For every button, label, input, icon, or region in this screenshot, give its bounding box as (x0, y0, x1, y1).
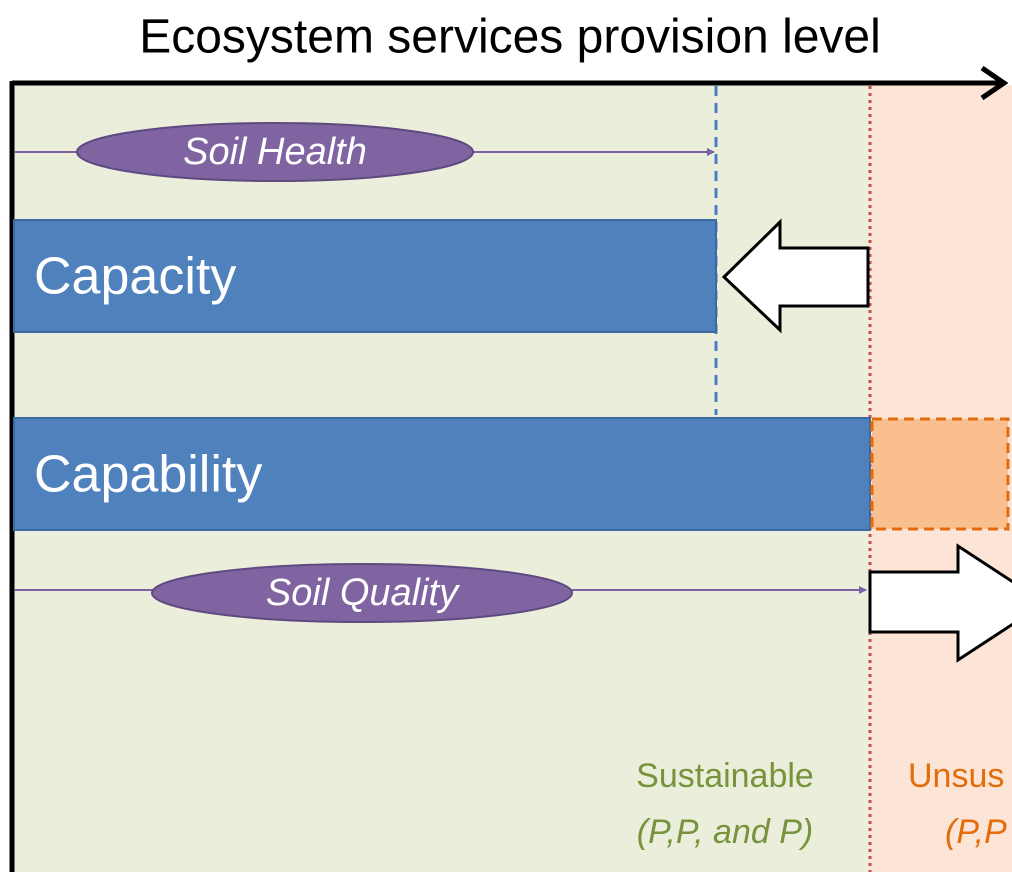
soil-health-label: Soil Health (183, 131, 367, 173)
capability-label: Capability (34, 446, 262, 504)
left-arrow (721, 218, 870, 334)
soil-health-ellipse (76, 122, 474, 182)
soil-quality-ellipse (151, 563, 573, 623)
unsustainable-note: (P,P (945, 813, 1007, 851)
soil-quality-label: Soil Quality (266, 572, 460, 614)
unsustainable-label: Unsus (908, 757, 1004, 795)
capacity-label: Capacity (34, 248, 236, 306)
excess-box (870, 417, 1010, 531)
x-axis-arrowhead (980, 65, 1009, 101)
capacity-bar (13, 219, 717, 333)
title: Ecosystem services provision level (139, 11, 881, 64)
right-arrow (868, 543, 1012, 663)
sustainable-label: Sustainable (636, 757, 814, 795)
sustainable-note: (P,P, and P) (637, 813, 813, 851)
capability-bar (13, 417, 871, 531)
